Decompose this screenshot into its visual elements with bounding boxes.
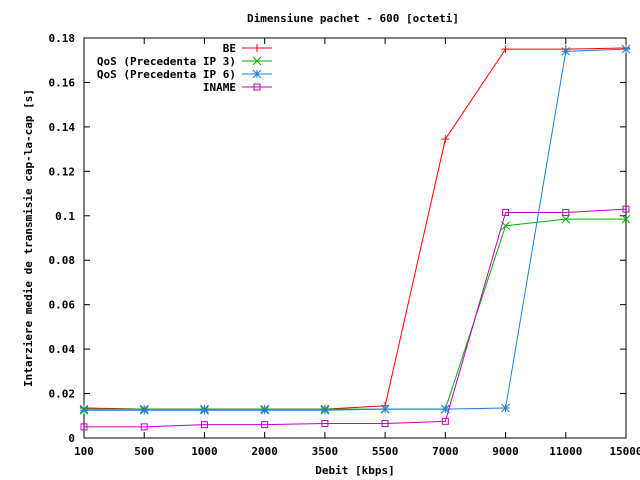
x-tick-label: 9000 (492, 445, 519, 458)
x-tick-label: 2000 (251, 445, 278, 458)
legend-entry: QoS (Precedenta IP 6) (97, 68, 272, 81)
x-tick-label: 7000 (432, 445, 459, 458)
y-tick-label: 0.14 (49, 121, 76, 134)
data-point (561, 214, 571, 224)
series-line (83, 47, 627, 410)
data-point (139, 405, 149, 415)
y-tick-label: 0.16 (49, 76, 76, 89)
series-qos-precedenta-ip-6 (79, 44, 631, 415)
legend-label: QoS (Precedenta IP 3) (97, 55, 236, 68)
y-tick-label: 0.04 (49, 343, 76, 356)
x-tick-label: 500 (134, 445, 154, 458)
series-qos-precedenta-ip-3 (79, 214, 631, 414)
y-tick-label: 0.08 (49, 254, 76, 267)
legend-marker (253, 83, 261, 91)
data-point (502, 208, 510, 216)
x-tick-label: 1000 (191, 445, 218, 458)
y-tick-label: 0 (68, 432, 75, 445)
y-tick-label: 0.12 (49, 165, 76, 178)
x-tick-label: 3500 (312, 445, 339, 458)
data-point (79, 405, 89, 415)
x-tick-label: 15000 (609, 445, 640, 458)
x-axis-label: Debit [kbps] (315, 464, 394, 477)
data-point (501, 403, 510, 413)
plot-axes: 100 500 1000 2000 3500 5500 7000 9000 11000 15000… (49, 32, 640, 458)
chart-title: Dimensiune pachet - 600 [octeti] (247, 12, 459, 25)
legend-label: BE (223, 42, 236, 55)
legend-label: QoS (Precedenta IP 6) (97, 68, 236, 81)
legend-entry: BE (223, 42, 272, 55)
legend-entry: INAME (203, 81, 272, 94)
data-point (260, 405, 270, 415)
series-layer (79, 44, 631, 431)
data-point (501, 45, 510, 54)
data-point (622, 205, 630, 213)
data-point (140, 423, 148, 431)
data-point (261, 421, 269, 429)
x-tick-label: 11000 (549, 445, 582, 458)
legend-marker (253, 44, 261, 52)
legend-marker (252, 56, 262, 66)
legend-entry: QoS (Precedenta IP 3) (97, 55, 272, 68)
series-line (84, 218, 626, 410)
data-point (380, 404, 390, 414)
y-tick-label: 0.18 (49, 32, 76, 45)
y-tick-label: 0.02 (49, 388, 76, 401)
data-point (621, 44, 631, 54)
legend-label: INAME (203, 81, 236, 94)
x-tick-label: 5500 (372, 445, 399, 458)
data-point (320, 405, 330, 415)
data-point (561, 46, 571, 56)
series-line (84, 208, 627, 428)
legend-marker (252, 69, 262, 79)
y-tick-label: 0.06 (49, 299, 76, 312)
x-tick-label: 100 (74, 445, 94, 458)
series-iname (80, 205, 630, 431)
data-point (562, 208, 570, 216)
data-point (200, 405, 209, 415)
data-point (441, 417, 449, 425)
series-be (80, 44, 630, 414)
data-point (441, 135, 450, 144)
data-point (200, 421, 208, 429)
series-line (84, 48, 627, 411)
data-point (381, 420, 389, 428)
y-axis-label: Intarziere medie de transmisie cap-la-ca… (22, 89, 35, 387)
data-point (621, 214, 631, 224)
y-tick-label: 0.1 (55, 210, 75, 223)
plot-frame (83, 37, 627, 439)
data-point (80, 423, 88, 431)
data-point (321, 420, 329, 428)
